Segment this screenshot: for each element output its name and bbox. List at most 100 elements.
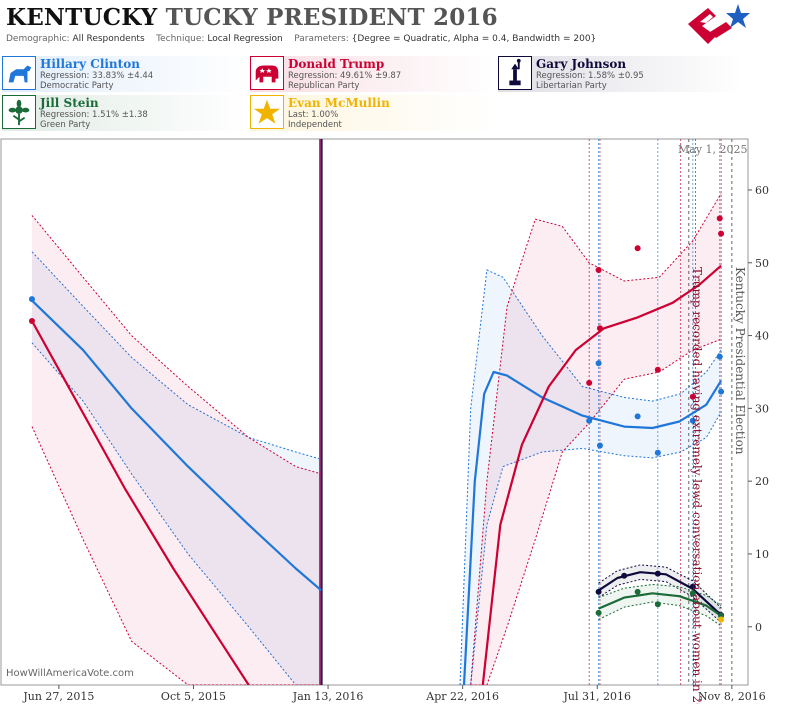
band-lower-bound — [31, 342, 322, 685]
candidate-card: Hillary Clinton Regression: 33.83% ±4.44 D… — [2, 56, 248, 92]
date-stamp: May 1, 2025 — [678, 143, 748, 156]
y-tick-label: 60 — [755, 184, 769, 197]
confidence-band — [32, 215, 322, 685]
candidate-party: Independent — [288, 120, 342, 130]
poll-point — [596, 325, 603, 332]
chart-header: KENTUCKY TUCKY PRESIDENT 2016 Demographi… — [0, 0, 789, 50]
poll-point — [634, 413, 641, 420]
candidate-party: Green Party — [40, 120, 91, 130]
parameters-label: Parameters: — [294, 34, 349, 44]
band-upper-bound — [598, 564, 722, 609]
poll-point — [689, 590, 696, 597]
confidence-band — [470, 193, 722, 685]
x-tick-label: Apr 22, 2016 — [425, 690, 499, 703]
x-tick-label: Jan 13, 2016 — [292, 690, 364, 703]
y-tick-label: 30 — [755, 402, 769, 415]
poll-point — [634, 245, 641, 252]
event-label: Trump recorded having extremely lewd con… — [690, 267, 704, 704]
band-lower-bound — [598, 578, 722, 623]
candidate-card: Evan McMullin Last: 1.00% Independent — [250, 95, 496, 131]
candidate-stat: Regression: 1.51% ±1.38 — [40, 110, 148, 120]
band-upper-bound — [459, 269, 722, 685]
poll-point — [654, 601, 661, 608]
poll-point — [595, 588, 602, 595]
candidate-stat: Regression: 1.58% ±0.95 — [536, 71, 644, 81]
poll-point — [595, 360, 602, 367]
star-icon — [250, 95, 284, 129]
candidate-stat: Regression: 49.61% ±9.87 — [288, 71, 402, 81]
trend-line — [481, 264, 722, 685]
poll-point — [654, 449, 661, 456]
chart-parameters: Demographic: All Respondents Technique: … — [6, 34, 596, 44]
candidate-name: Gary Johnson — [536, 57, 627, 71]
poll-point — [28, 296, 35, 303]
poll-point — [595, 267, 602, 274]
candidate-party: Libertarian Party — [536, 81, 607, 91]
technique-value: Local Regression — [207, 34, 283, 44]
band-upper-bound — [31, 251, 322, 460]
poll-point — [718, 388, 725, 395]
confidence-band — [460, 270, 722, 685]
plot-content — [28, 139, 733, 685]
y-tick-label: 10 — [755, 548, 769, 561]
chart-title: KENTUCKY TUCKY PRESIDENT 2016 — [6, 4, 498, 31]
candidate-party: Democratic Party — [40, 81, 114, 91]
poll-point — [621, 572, 628, 579]
parameters-value: {Degree = Quadratic, Alpha = 0.4, Bandwi… — [351, 34, 597, 44]
chart-area: Trump recorded having extremely lewd con… — [0, 138, 769, 704]
candidate-card: Donald Trump Regression: 49.61% ±9.87 Repu… — [250, 56, 496, 92]
confidence-band — [32, 251, 322, 685]
trend-line — [597, 571, 722, 616]
trend-line — [598, 592, 722, 617]
poll-point — [654, 570, 661, 577]
y-tick-label: 20 — [755, 475, 769, 488]
poll-point — [586, 379, 593, 386]
x-tick-label: Nov 8, 2016 — [698, 690, 766, 703]
x-tick-label: Jul 31, 2016 — [563, 690, 632, 703]
poll-point — [716, 353, 723, 360]
candidate-card: Jill Stein Regression: 1.51% ±1.38 Green P… — [2, 95, 248, 131]
trend-line — [31, 299, 323, 592]
candidate-stat: Regression: 33.83% ±4.44 — [40, 71, 154, 81]
candidate-stat: Last: 1.00% — [288, 110, 339, 120]
poll-point — [654, 366, 661, 373]
technique-label: Technique: — [156, 34, 205, 44]
candidate-name: Jill Stein — [40, 96, 99, 110]
band-upper-bound — [598, 583, 722, 607]
candidate-card: Gary Johnson Regression: 1.58% ±0.95 Liber… — [498, 56, 744, 92]
band-lower-bound — [598, 601, 722, 627]
y-tick-label: 50 — [755, 257, 769, 270]
poll-point — [689, 583, 696, 590]
title-rest: TUCKY PRESIDENT 2016 — [165, 4, 498, 31]
demographic-label: Demographic: — [6, 34, 70, 44]
band-lower-bound — [470, 338, 722, 685]
band-upper-bound — [31, 215, 322, 475]
confidence-band — [598, 564, 722, 623]
x-tick-label: Oct 5, 2015 — [161, 690, 226, 703]
poll-point — [28, 318, 35, 324]
trend-line — [462, 370, 723, 685]
poll-point — [595, 609, 602, 616]
donkey-icon — [2, 56, 36, 90]
band-upper-bound — [470, 193, 722, 685]
plot-frame — [0, 138, 749, 686]
candidate-name: Donald Trump — [288, 57, 385, 71]
liberty-statue-icon — [498, 56, 532, 90]
x-tick-label: Jun 27, 2015 — [22, 690, 94, 703]
event-label: Kentucky Presidential Election — [733, 267, 747, 455]
demographic-value: All Respondents — [72, 34, 145, 44]
candidate-party: Republican Party — [288, 81, 360, 91]
poll-point — [718, 230, 725, 237]
y-tick-label: 40 — [755, 330, 769, 343]
poll-point — [689, 417, 696, 424]
poll-point — [586, 417, 593, 424]
poll-point — [596, 442, 603, 449]
title-state: KENTUCKY — [6, 4, 158, 31]
poll-point — [689, 393, 696, 400]
y-tick-label: 0 — [755, 621, 762, 634]
poll-point — [718, 616, 725, 623]
poll-point — [634, 588, 641, 595]
candidate-name: Evan McMullin — [288, 96, 390, 110]
trend-line — [31, 320, 250, 685]
site-credit: HowWillAmericaVote.com — [6, 668, 134, 679]
